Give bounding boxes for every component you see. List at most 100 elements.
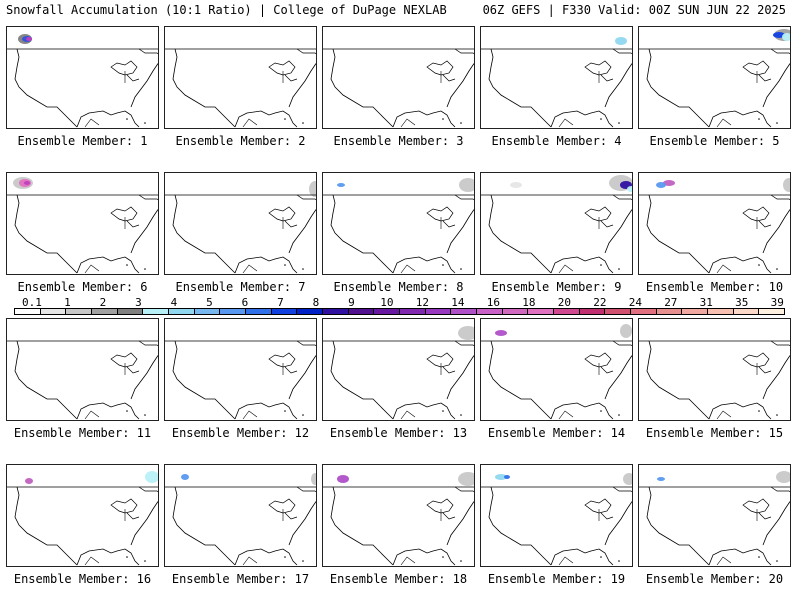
ensemble-panel-17 [164, 464, 317, 567]
model-run-info: 06Z GEFS | F330 Valid: 00Z SUN JUN 22 20… [482, 3, 786, 17]
colorbar-cell [15, 309, 41, 314]
colorbar-tick-label: 0.1 [22, 296, 42, 309]
colorbar-tick-label: 39 [770, 296, 784, 309]
ensemble-member-label: Ensemble Member: 15 [645, 426, 784, 440]
basemap-svg [323, 178, 474, 274]
ensemble-panel-7 [164, 172, 317, 275]
ensemble-panel-20 [638, 464, 791, 567]
ensemble-panel-14 [480, 318, 633, 421]
colorbar-cell [425, 309, 452, 314]
ensemble-member-label: Ensemble Member: 17 [171, 572, 310, 586]
colorbar-cell [400, 309, 426, 314]
ensemble-panel-11 [6, 318, 159, 421]
ensemble-panel-4 [480, 26, 633, 129]
ensemble-panel-19 [480, 464, 633, 567]
colorbar-cell [220, 309, 247, 314]
ensemble-panel-1 [6, 26, 159, 129]
ensemble-member-label: Ensemble Member: 14 [487, 426, 626, 440]
ensemble-panel-8 [322, 172, 475, 275]
basemap-svg [165, 48, 316, 128]
colorbar-cell [169, 309, 195, 314]
colorbar-tick-label: 18 [522, 296, 536, 309]
basemap-svg [165, 340, 316, 420]
colorbar-cell [374, 309, 401, 314]
basemap-svg [7, 471, 158, 566]
ensemble-member-label: Ensemble Member: 4 [491, 134, 622, 148]
colorbar-cell [297, 309, 324, 314]
colorbar-cell [323, 309, 349, 314]
basemap-svg [481, 473, 632, 566]
colorbar-tick-label: 8 [312, 296, 320, 309]
basemap-svg [481, 175, 632, 274]
ensemble-panel-3 [322, 26, 475, 129]
ensemble-member-label: Ensemble Member: 8 [333, 280, 464, 294]
colorbar-cell [605, 309, 632, 314]
colorbar-tick-label: 5 [206, 296, 213, 309]
basemap-svg [639, 29, 790, 128]
basemap-svg [7, 34, 158, 128]
colorbar-tick-label: 16 [486, 296, 500, 309]
colorbar-cell [271, 309, 298, 314]
colorbar-cell [348, 309, 375, 314]
colorbar-cell [502, 309, 529, 314]
ensemble-member-label: Ensemble Member: 5 [649, 134, 780, 148]
colorbar-tick-label: 24 [628, 296, 642, 309]
basemap-svg [481, 37, 632, 128]
basemap-svg [639, 340, 790, 420]
colorbar-cell [708, 309, 734, 314]
colorbar-cell [66, 309, 93, 314]
ensemble-member-label: Ensemble Member: 7 [175, 280, 306, 294]
colorbar-cell [40, 309, 67, 314]
ensemble-member-label: Ensemble Member: 9 [491, 280, 622, 294]
basemap-svg [7, 177, 158, 274]
colorbar-tick-label: 7 [277, 296, 284, 309]
ensemble-member-label: Ensemble Member: 2 [175, 134, 306, 148]
colorbar-tick-label: 12 [415, 296, 429, 309]
colorbar-cell [579, 309, 606, 314]
ensemble-member-label: Ensemble Member: 1 [17, 134, 148, 148]
ensemble-member-label: Ensemble Member: 16 [13, 572, 152, 586]
colorbar-cell [92, 309, 118, 314]
basemap-svg [323, 326, 474, 420]
ensemble-member-label: Ensemble Member: 12 [171, 426, 310, 440]
colorbar-tick-label: 27 [664, 296, 678, 309]
colorbar-tick-label: 14 [451, 296, 465, 309]
ensemble-panel-6 [6, 172, 159, 275]
colorbar-cell [733, 309, 760, 314]
colorbar-tick-label: 6 [241, 296, 249, 309]
basemap-svg [7, 340, 158, 420]
colorbar-cell [477, 309, 503, 314]
basemap-svg [639, 178, 790, 274]
colorbar-cells [14, 308, 785, 315]
ensemble-panel-18 [322, 464, 475, 567]
basemap-svg [165, 473, 316, 566]
basemap-svg [323, 472, 474, 566]
colorbar-cell [656, 309, 683, 314]
ensemble-panel-5 [638, 26, 791, 129]
ensemble-member-label: Ensemble Member: 19 [487, 572, 626, 586]
colorbar-cell [554, 309, 580, 314]
colorbar-tick-label: 20 [557, 296, 571, 309]
colorbar-cell [246, 309, 272, 314]
ensemble-member-label: Ensemble Member: 10 [645, 280, 784, 294]
colorbar-tick-label: 31 [699, 296, 713, 309]
basemap-svg [481, 324, 632, 420]
colorbar-cell [528, 309, 555, 314]
ensemble-panel-15 [638, 318, 791, 421]
colorbar-cell [631, 309, 657, 314]
ensemble-member-label: Ensemble Member: 11 [13, 426, 152, 440]
ensemble-panel-10 [638, 172, 791, 275]
ensemble-panel-9 [480, 172, 633, 275]
colorbar-cell [117, 309, 144, 314]
basemap-svg [323, 48, 474, 128]
colorbar-cell [451, 309, 478, 314]
ensemble-panel-16 [6, 464, 159, 567]
colorbar-cell [143, 309, 170, 314]
colorbar-tick-label: 1 [64, 296, 71, 309]
colorbar-cell [682, 309, 709, 314]
snowfall-colorbar: 0.1 1 2 3 4 5 6 7 8 9 10 12 14 16 18 20 22 24 27 31 35 39 [14, 297, 785, 317]
colorbar-tick-label: 22 [593, 296, 607, 309]
ensemble-member-label: Ensemble Member: 3 [333, 134, 464, 148]
basemap-svg [165, 181, 316, 274]
ensemble-panel-12 [164, 318, 317, 421]
